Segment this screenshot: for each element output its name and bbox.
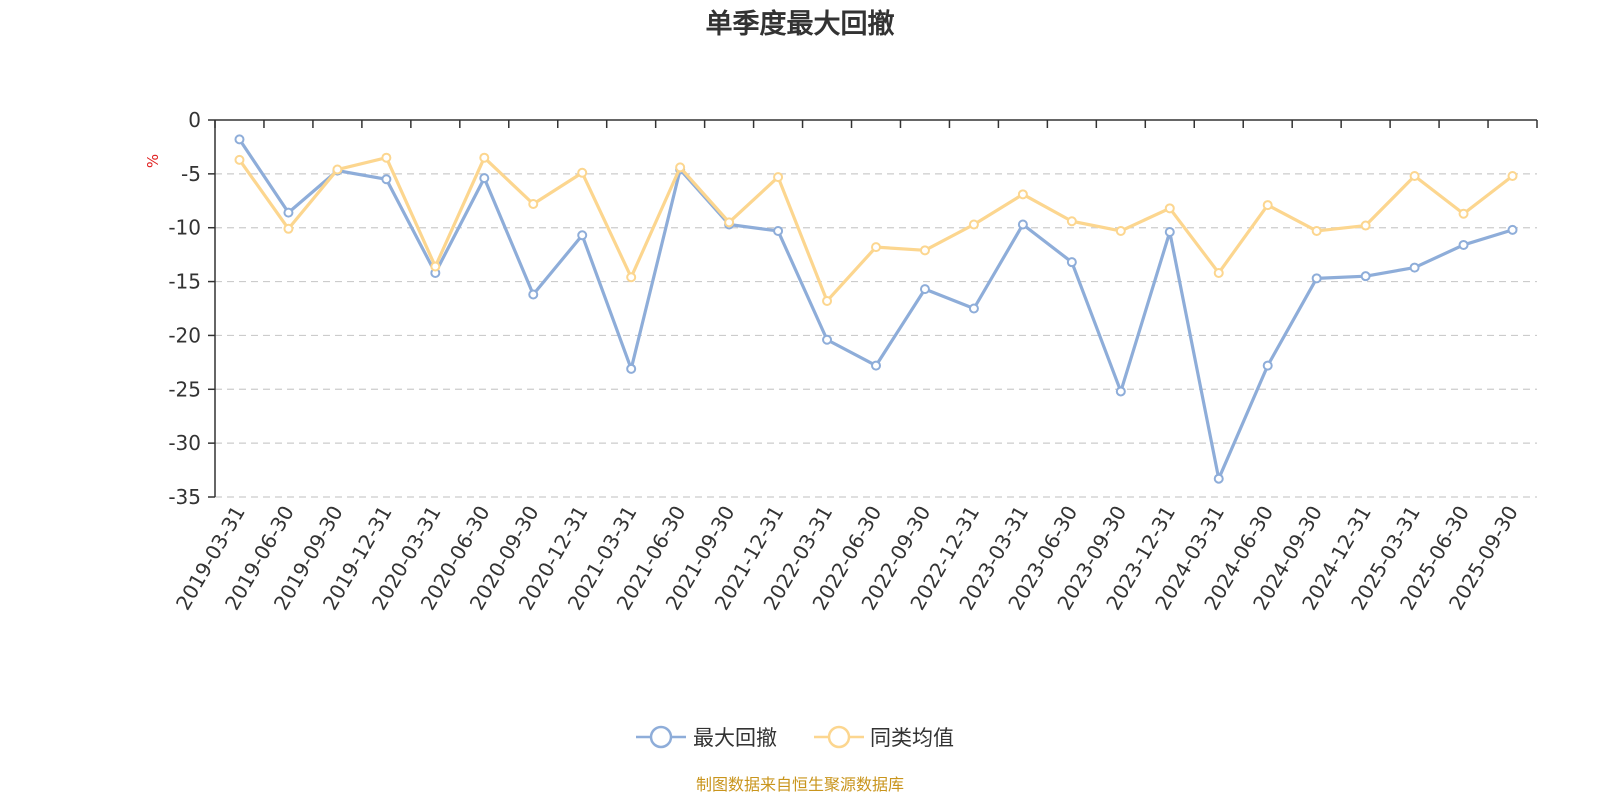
legend[interactable]: 最大回撤 同类均值 bbox=[636, 725, 954, 750]
y-tick-label: -5 bbox=[181, 162, 201, 186]
data-point[interactable] bbox=[479, 173, 490, 184]
y-tick-label: -10 bbox=[168, 216, 201, 240]
series-lines bbox=[234, 134, 1518, 484]
y-tick-label: -20 bbox=[168, 323, 201, 347]
data-point[interactable] bbox=[234, 154, 245, 165]
legend-label: 最大回撤 bbox=[693, 726, 777, 750]
data-source-note: 制图数据来自恒生聚源数据库 bbox=[696, 775, 904, 794]
data-point[interactable] bbox=[1066, 216, 1077, 227]
legend-marker-icon bbox=[649, 725, 673, 749]
data-point[interactable] bbox=[1409, 262, 1420, 273]
data-point[interactable] bbox=[822, 295, 833, 306]
data-point[interactable] bbox=[1213, 473, 1224, 484]
legend-item[interactable]: 最大回撤 bbox=[636, 725, 777, 750]
data-point[interactable] bbox=[626, 363, 637, 374]
data-point[interactable] bbox=[1164, 227, 1175, 238]
data-point[interactable] bbox=[528, 289, 539, 300]
data-point[interactable] bbox=[626, 272, 637, 283]
data-point[interactable] bbox=[822, 334, 833, 345]
data-point[interactable] bbox=[1458, 239, 1469, 250]
x-axis-ticks: 2019-03-312019-06-302019-09-302019-12-31… bbox=[171, 502, 1523, 615]
legend-marker-icon bbox=[827, 725, 851, 749]
legend-item[interactable]: 同类均值 bbox=[814, 725, 954, 750]
data-point[interactable] bbox=[968, 219, 979, 230]
y-tick-label: 0 bbox=[188, 108, 201, 132]
data-point[interactable] bbox=[919, 284, 930, 295]
data-point[interactable] bbox=[430, 261, 441, 272]
grid-lines bbox=[215, 173, 1537, 498]
data-point[interactable] bbox=[577, 167, 588, 178]
data-point[interactable] bbox=[1115, 386, 1126, 397]
y-tick-label: -15 bbox=[168, 270, 201, 294]
data-point[interactable] bbox=[1458, 208, 1469, 219]
data-point[interactable] bbox=[528, 199, 539, 210]
y-tick-label: -30 bbox=[168, 431, 201, 455]
data-point[interactable] bbox=[1262, 200, 1273, 211]
data-point[interactable] bbox=[1507, 224, 1518, 235]
y-tick-label: -25 bbox=[168, 377, 201, 401]
data-point[interactable] bbox=[479, 152, 490, 163]
data-point[interactable] bbox=[381, 174, 392, 185]
data-point[interactable] bbox=[871, 360, 881, 371]
data-point[interactable] bbox=[234, 134, 245, 145]
data-point[interactable] bbox=[1409, 171, 1420, 182]
data-point[interactable] bbox=[1164, 203, 1175, 214]
data-point[interactable] bbox=[968, 303, 979, 314]
data-point[interactable] bbox=[1311, 225, 1322, 236]
data-point[interactable] bbox=[1066, 257, 1077, 268]
data-point[interactable] bbox=[1213, 267, 1224, 278]
data-point[interactable] bbox=[1017, 219, 1028, 230]
axes bbox=[208, 119, 1538, 498]
data-point[interactable] bbox=[381, 152, 392, 163]
data-point[interactable] bbox=[675, 162, 686, 173]
series-line-1 bbox=[238, 138, 1513, 481]
data-point[interactable] bbox=[1507, 171, 1518, 182]
data-point[interactable] bbox=[283, 207, 294, 218]
y-tick-label: -35 bbox=[168, 485, 201, 509]
data-point[interactable] bbox=[283, 223, 294, 234]
data-point[interactable] bbox=[871, 242, 881, 253]
data-point[interactable] bbox=[1311, 273, 1322, 284]
data-point[interactable] bbox=[332, 164, 343, 175]
data-point[interactable] bbox=[724, 217, 735, 228]
data-point[interactable] bbox=[1017, 189, 1028, 200]
legend-label: 同类均值 bbox=[870, 726, 954, 750]
chart-title: 单季度最大回撤 bbox=[706, 8, 895, 40]
data-point[interactable] bbox=[1115, 225, 1126, 236]
data-point[interactable] bbox=[773, 172, 784, 183]
data-point[interactable] bbox=[1360, 271, 1371, 282]
y-axis-ticks: 0 -5 -10 -15 -20 -25 -30 -35 bbox=[168, 108, 201, 509]
data-point[interactable] bbox=[919, 245, 930, 256]
y-axis-unit-label: % bbox=[144, 154, 162, 168]
data-point[interactable] bbox=[1360, 220, 1371, 231]
data-point[interactable] bbox=[773, 225, 784, 236]
data-point[interactable] bbox=[1262, 360, 1273, 371]
data-point[interactable] bbox=[577, 230, 588, 241]
